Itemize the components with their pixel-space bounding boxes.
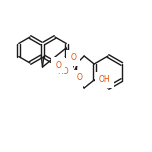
Text: HO: HO	[57, 67, 69, 76]
Text: N: N	[73, 76, 79, 85]
Text: OH: OH	[98, 76, 110, 85]
Text: O: O	[76, 74, 82, 83]
Text: O: O	[55, 60, 61, 69]
Text: O: O	[70, 54, 76, 62]
